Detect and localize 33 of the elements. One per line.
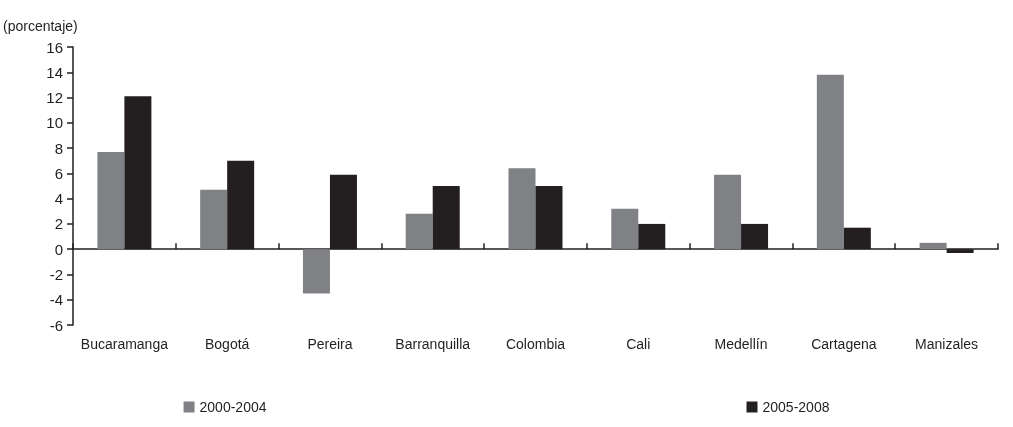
legend-label: 2000-2004 [199, 399, 267, 415]
bar [97, 151, 125, 250]
legend-label: 2005-2008 [762, 399, 830, 415]
y-tick-label: 4 [54, 190, 63, 208]
bar [611, 208, 639, 250]
bar [816, 74, 844, 250]
y-tick-label: 8 [54, 139, 63, 157]
y-tick-label: 6 [54, 164, 63, 182]
bar [508, 168, 536, 250]
x-tick-label: Bogotá [204, 336, 250, 352]
x-tick-label: Cartagena [811, 336, 877, 352]
y-tick-label: 14 [46, 63, 63, 81]
x-tick-label: Cali [626, 336, 651, 352]
x-tick-label: Medellín [714, 336, 768, 352]
y-tick-label: 10 [46, 114, 63, 132]
y-tick-label: 2 [54, 215, 63, 233]
y-axis-title: (porcentaje) [3, 18, 78, 34]
x-tick-label: Pereira [307, 336, 353, 352]
y-tick-label: -6 [49, 316, 63, 334]
y-tick-label: -2 [49, 265, 63, 283]
bar [200, 189, 228, 250]
bar [714, 174, 742, 250]
bar [919, 242, 947, 250]
x-tick-label: Bucaramanga [80, 336, 169, 352]
y-tick-label: 16 [46, 38, 63, 56]
x-tick-label: Manizales [915, 336, 979, 352]
bar [405, 213, 433, 250]
bar [302, 249, 330, 294]
x-tick-label: Barranquilla [395, 336, 471, 352]
x-tick-label: Colombia [505, 336, 566, 352]
y-tick-label: 12 [46, 89, 63, 107]
y-tick-label: -4 [49, 291, 63, 309]
y-tick-label: 0 [54, 240, 63, 258]
